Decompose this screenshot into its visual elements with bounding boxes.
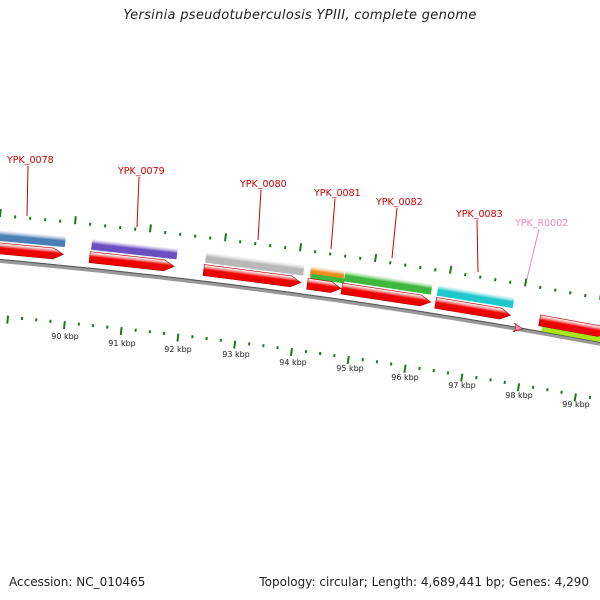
cds-arrow	[434, 297, 512, 320]
lower-major-tick	[63, 321, 66, 330]
gene-label-leader	[391, 207, 398, 259]
lower-major-tick	[346, 355, 350, 365]
upper-minor-tick	[539, 285, 542, 290]
upper-major-tick	[0, 208, 2, 218]
gene-label-leader	[330, 198, 336, 250]
accession-text: Accession: NC_010465	[9, 575, 146, 589]
lower-major-tick	[289, 347, 293, 357]
cds-arrow	[88, 251, 175, 272]
gene-feature-ypk_0080	[204, 251, 305, 276]
upper-minor-tick	[494, 278, 497, 282]
gene-label-leader	[26, 165, 29, 217]
gene-label-ypk_r0002: YPK_R0002	[514, 218, 568, 229]
lower-minor-tick	[531, 385, 535, 389]
gene-label-leader	[526, 228, 540, 280]
gene-label-leader	[476, 219, 479, 273]
kbp-label: 91 kbp	[108, 339, 136, 348]
kbp-label: 90 kbp	[51, 332, 79, 341]
upper-minor-tick	[584, 293, 587, 298]
cds-arrow	[340, 282, 432, 307]
upper-major-tick	[224, 233, 227, 242]
lower-major-tick	[233, 340, 237, 349]
lower-minor-tick	[546, 388, 549, 392]
gene-label-ypk_0083: YPK_0083	[455, 209, 503, 220]
cds-arrow	[538, 314, 600, 337]
rna-feature-ypk-r0002	[512, 323, 525, 332]
gene-label-ypk_0079: YPK_0079	[117, 166, 165, 177]
upper-major-tick	[374, 253, 378, 263]
gene-feature-ypk_0078	[0, 229, 66, 248]
gene-label-ypk_0078: YPK_0078	[6, 155, 54, 166]
upper-minor-tick	[554, 288, 557, 292]
upper-major-tick	[524, 278, 528, 287]
genome-title: Yersinia pseudotuberculosis YPIII, compl…	[123, 8, 477, 23]
lower-minor-tick	[560, 390, 563, 394]
upper-major-tick	[299, 243, 303, 252]
gene-label-ypk_0081: YPK_0081	[313, 188, 361, 199]
gene-feature-ypk_0079	[91, 238, 178, 260]
gene-label-leader	[257, 189, 262, 241]
kbp-label: 95 kbp	[336, 364, 364, 373]
lower-major-tick	[6, 315, 9, 324]
kbp-label: 99 kbp	[562, 400, 590, 409]
gene-feature-subblock	[310, 273, 345, 284]
upper-minor-tick	[509, 280, 512, 284]
gene-label-ypk_0080: YPK_0080	[239, 179, 287, 190]
lower-minor-tick	[503, 380, 506, 385]
lower-major-tick	[516, 383, 521, 392]
lower-major-tick	[176, 333, 180, 342]
lower-major-tick	[573, 393, 577, 402]
lower-minor-tick	[489, 378, 492, 382]
upper-minor-tick	[569, 291, 572, 295]
upper-major-tick	[449, 265, 453, 274]
gene-label-ypk_0082: YPK_0082	[375, 197, 423, 208]
upper-major-tick	[74, 216, 77, 225]
lower-major-tick	[403, 364, 407, 373]
kbp-label: 97 kbp	[448, 381, 476, 390]
gene-feature-ypk_0083	[436, 284, 515, 309]
cds-arrow	[0, 241, 64, 260]
cds-arrow	[202, 264, 302, 288]
topology-text: Topology: circular; Length: 4,689,441 bp…	[259, 575, 589, 589]
cds-arrow	[306, 277, 342, 293]
kbp-label: 92 kbp	[164, 345, 192, 354]
lower-major-tick	[460, 373, 464, 382]
genome-backbone	[0, 259, 600, 346]
gene-label-leader	[136, 176, 140, 228]
kbp-label: 96 kbp	[391, 373, 419, 382]
kbp-label: 98 kbp	[505, 391, 533, 400]
gene-feature-ypk_0082	[343, 270, 433, 295]
upper-major-tick	[149, 224, 152, 233]
kbp-label: 94 kbp	[279, 358, 307, 367]
lower-major-tick	[119, 326, 123, 336]
kbp-label: 93 kbp	[222, 350, 250, 359]
lower-minor-tick	[588, 395, 592, 400]
genome-backbone-edge	[0, 259, 600, 343]
